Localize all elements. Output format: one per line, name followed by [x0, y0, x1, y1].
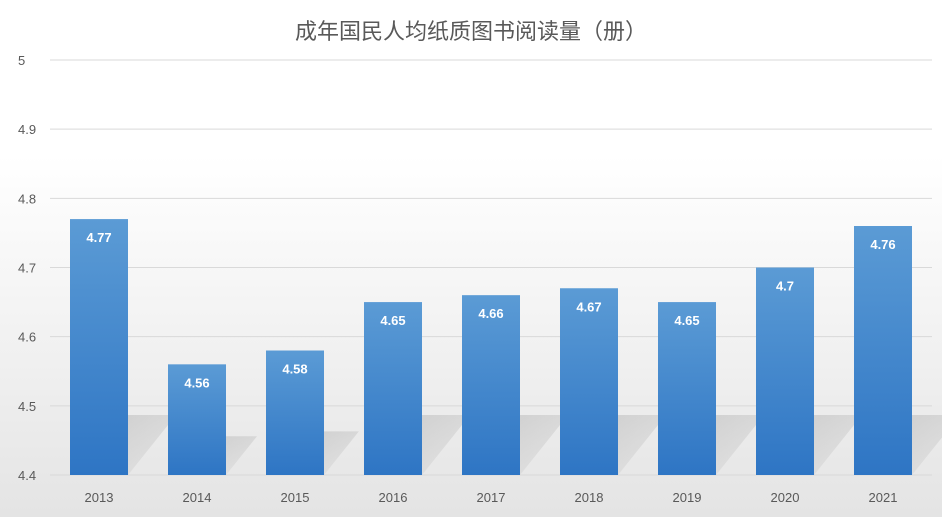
- x-axis-ticks: 2013 2014 2015 2016 2017 2018 2019 2020 2021: [85, 490, 898, 505]
- x-tick-label: 2014: [183, 490, 212, 505]
- y-tick-label: 4.5: [18, 399, 36, 414]
- x-tick-label: 2013: [85, 490, 114, 505]
- data-label: 4.65: [380, 313, 405, 328]
- x-tick-label: 2020: [771, 490, 800, 505]
- bars: [70, 219, 912, 475]
- y-tick-label: 4.9: [18, 122, 36, 137]
- bar-2013: [70, 219, 128, 475]
- data-labels: 4.77 4.56 4.58 4.65 4.66 4.67 4.65 4.7 4.76: [86, 230, 895, 390]
- x-tick-label: 2017: [477, 490, 506, 505]
- data-label: 4.58: [282, 362, 307, 377]
- y-axis-ticks: 4.4 4.5 4.6 4.7 4.8 4.9 5: [18, 53, 36, 483]
- x-tick-label: 2019: [673, 490, 702, 505]
- bar-2015: [266, 350, 324, 475]
- y-tick-label: 4.4: [18, 468, 36, 483]
- bar-2014: [168, 364, 226, 475]
- x-tick-label: 2021: [869, 490, 898, 505]
- x-tick-label: 2015: [281, 490, 310, 505]
- data-label: 4.65: [674, 313, 699, 328]
- x-tick-label: 2016: [379, 490, 408, 505]
- chart-title: 成年国民人均纸质图书阅读量（册）: [294, 20, 647, 45]
- data-label: 4.77: [86, 230, 111, 245]
- bar-2016: [364, 302, 422, 475]
- y-tick-label: 5: [18, 53, 25, 68]
- data-label: 4.76: [870, 237, 895, 252]
- y-tick-label: 4.8: [18, 191, 36, 206]
- bar-2018: [560, 288, 618, 475]
- data-label: 4.56: [184, 375, 209, 390]
- y-tick-label: 4.7: [18, 261, 36, 276]
- x-tick-label: 2018: [575, 490, 604, 505]
- data-label: 4.66: [478, 306, 503, 321]
- data-label: 4.7: [776, 279, 794, 294]
- data-label: 4.67: [576, 299, 601, 314]
- bar-2017: [462, 295, 520, 475]
- bar-2020: [756, 267, 814, 475]
- y-tick-label: 4.6: [18, 330, 36, 345]
- bar-2021: [854, 226, 912, 475]
- bar-2019: [658, 302, 716, 475]
